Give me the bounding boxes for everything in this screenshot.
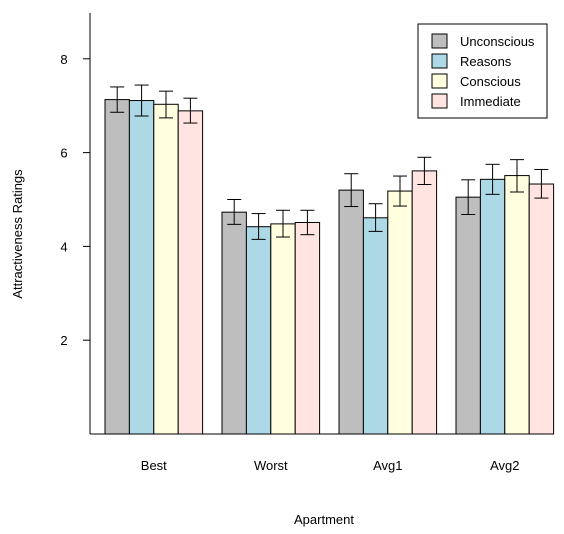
legend-label: Conscious — [460, 74, 521, 89]
y-tick-label: 2 — [60, 333, 67, 348]
bar — [338, 189, 364, 435]
x-tick-label: Avg1 — [373, 458, 402, 473]
legend-swatch — [431, 33, 448, 49]
axes: 2 4 6 8 Best Worst Avg1 Avg2 — [60, 13, 554, 473]
bar — [294, 221, 321, 435]
x-axis-label: Apartment — [294, 512, 354, 527]
bar — [128, 100, 155, 435]
bar — [504, 175, 530, 435]
bar — [479, 178, 506, 435]
bar — [270, 223, 296, 435]
legend-label: Unconscious — [460, 34, 535, 49]
legend-label: Immediate — [460, 94, 521, 109]
y-axis-label: Attractiveness Ratings — [10, 169, 25, 299]
legend-swatch — [431, 93, 448, 109]
bar — [411, 170, 438, 435]
plot-area — [104, 84, 555, 435]
bar — [177, 110, 204, 435]
bar — [362, 217, 389, 435]
bar — [528, 183, 555, 435]
bar — [245, 226, 272, 435]
x-tick-label: Worst — [254, 458, 288, 473]
legend-label: Reasons — [460, 54, 512, 69]
y-tick-label: 4 — [60, 239, 67, 254]
legend-swatch — [431, 53, 448, 69]
bar — [104, 99, 130, 435]
bar — [221, 211, 247, 435]
bar — [387, 190, 413, 435]
y-tick-label: 6 — [60, 146, 67, 161]
y-tick-label: 8 — [60, 52, 67, 67]
bar — [455, 196, 481, 435]
legend: Unconscious Reasons Conscious Immediate — [417, 23, 548, 119]
legend-swatch — [431, 73, 448, 89]
bar — [153, 103, 179, 435]
x-tick-label: Avg2 — [490, 458, 519, 473]
x-tick-label: Best — [141, 458, 167, 473]
